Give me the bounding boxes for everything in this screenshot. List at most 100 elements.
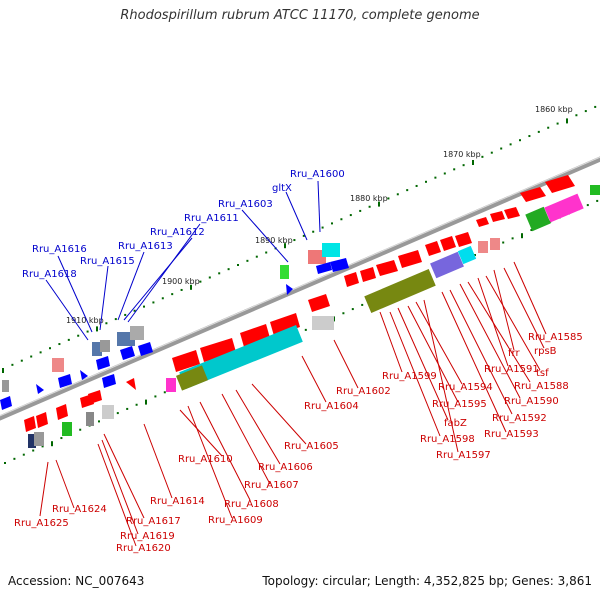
gene-label[interactable]: Rru_A1617: [126, 516, 181, 527]
gene-block[interactable]: [86, 412, 94, 426]
gene-band-olive-left[interactable]: [176, 365, 208, 391]
gene-arrow[interactable]: [504, 207, 520, 219]
gene-arrow[interactable]: [545, 175, 575, 193]
gene-arrow[interactable]: [56, 404, 68, 420]
gene-label[interactable]: Rru_A1594: [438, 382, 493, 393]
gene-band-cyan[interactable]: [457, 245, 477, 265]
gene-label[interactable]: Rru_A1585: [528, 332, 583, 343]
gene-label[interactable]: Rru_A1615: [80, 256, 135, 267]
gene-label[interactable]: Rru_A1609: [208, 515, 263, 526]
gene-label[interactable]: Rru_A1603: [218, 199, 273, 210]
gene-arrow[interactable]: [172, 350, 200, 372]
gene-arrow[interactable]: [490, 211, 505, 222]
gene-label[interactable]: Rru_A1593: [484, 429, 539, 440]
gene-arrow[interactable]: [376, 260, 398, 276]
gene-label[interactable]: Rru_A1608: [224, 499, 279, 510]
gene-arrow[interactable]: [398, 250, 422, 268]
gene-arrow-forward[interactable]: [0, 396, 12, 410]
gene-block[interactable]: [2, 380, 9, 392]
gene-arrow[interactable]: [200, 338, 236, 362]
gene-block[interactable]: [312, 316, 334, 330]
gene-arrow[interactable]: [308, 294, 330, 312]
gene-band-olive[interactable]: [364, 269, 436, 313]
gene-band-green[interactable]: [525, 206, 551, 232]
gene-arrow-forward[interactable]: [58, 374, 72, 388]
gene-label[interactable]: Rru_A1619: [120, 531, 175, 542]
scale-minor-tick: [161, 297, 164, 300]
gene-label[interactable]: Rru_A1606: [258, 462, 313, 473]
gene-label[interactable]: Rru_A1618: [22, 269, 77, 280]
gene-arrow[interactable]: [344, 272, 359, 287]
gene-label[interactable]: Rru_A1620: [116, 543, 171, 554]
gene-label[interactable]: Rru_A1597: [436, 450, 491, 461]
gene-arrow-forward[interactable]: [96, 356, 110, 370]
gene-label[interactable]: Rru_A1624: [52, 504, 107, 515]
gene-label[interactable]: Rru_A1614: [150, 496, 205, 507]
gene-label[interactable]: Rru_A1600: [290, 169, 345, 180]
gene-block[interactable]: [62, 422, 72, 436]
gene-label[interactable]: Rru_A1612: [150, 227, 205, 238]
gene-band-cyan-long[interactable]: [179, 325, 303, 389]
gene-block[interactable]: [308, 250, 326, 264]
gene-block[interactable]: [92, 342, 102, 356]
gene-arrow[interactable]: [440, 236, 456, 251]
gene-arrow-forward[interactable]: [330, 258, 349, 272]
gene-label[interactable]: Rru_A1592: [492, 413, 547, 424]
gene-label[interactable]: Rru_A1605: [284, 441, 339, 452]
gene-arrow[interactable]: [520, 187, 546, 202]
gene-arrow-forward[interactable]: [80, 370, 88, 380]
gene-label[interactable]: Rru_A1613: [118, 241, 173, 252]
gene-block[interactable]: [34, 432, 44, 446]
gene-arrow-forward[interactable]: [286, 284, 293, 295]
gene-label[interactable]: Rru_A1599: [382, 371, 437, 382]
gene-label[interactable]: Rru_A1607: [244, 480, 299, 491]
gene-label[interactable]: Rru_A1590: [504, 396, 559, 407]
gene-arrow-forward[interactable]: [120, 346, 135, 360]
gene-block[interactable]: [28, 434, 36, 448]
gene-arrow[interactable]: [270, 313, 300, 336]
gene-band-magenta[interactable]: [544, 193, 584, 223]
gene-block[interactable]: [130, 326, 144, 340]
gene-label[interactable]: tsf: [536, 368, 549, 379]
gene-arrow-forward[interactable]: [102, 374, 116, 388]
scale-minor-tick: [86, 330, 89, 333]
gene-label[interactable]: rpsB: [534, 346, 557, 357]
gene-block[interactable]: [590, 185, 600, 195]
gene-label[interactable]: Rru_A1616: [32, 244, 87, 255]
gene-arrow[interactable]: [36, 412, 48, 428]
gene-arrow[interactable]: [455, 232, 472, 247]
gene-label[interactable]: Rru_A1595: [432, 399, 487, 410]
gene-label[interactable]: frr: [508, 348, 520, 359]
gene-label[interactable]: fabZ: [444, 418, 467, 429]
gene-arrow[interactable]: [425, 241, 441, 256]
gene-arrow-forward[interactable]: [138, 342, 153, 356]
gene-label[interactable]: Rru_A1602: [336, 386, 391, 397]
gene-label[interactable]: Rru_A1591: [484, 364, 539, 375]
gene-block[interactable]: [166, 378, 176, 392]
gene-label[interactable]: Rru_A1588: [514, 381, 569, 392]
gene-block[interactable]: [100, 340, 110, 352]
gene-label[interactable]: Rru_A1611: [184, 213, 239, 224]
gene-arrow[interactable]: [24, 416, 36, 432]
gene-arrow[interactable]: [126, 378, 136, 390]
gene-arrow-forward[interactable]: [36, 384, 44, 394]
scale-minor-tick: [331, 222, 333, 225]
gene-block[interactable]: [322, 243, 340, 257]
gene-arrow-forward[interactable]: [316, 262, 332, 274]
gene-arrow[interactable]: [240, 324, 270, 347]
gene-label[interactable]: gltX: [272, 183, 292, 194]
gene-arrow[interactable]: [476, 217, 489, 227]
gene-block[interactable]: [52, 358, 64, 372]
gene-arrow[interactable]: [360, 267, 376, 282]
gene-label[interactable]: Rru_A1625: [14, 518, 69, 529]
gene-arrow[interactable]: [88, 390, 102, 404]
gene-block[interactable]: [280, 265, 289, 279]
gene-label[interactable]: Rru_A1598: [420, 434, 475, 445]
gene-block[interactable]: [490, 238, 500, 250]
gene-block[interactable]: [102, 405, 114, 419]
lower-minor-tick: [79, 428, 82, 431]
gene-label[interactable]: Rru_A1604: [304, 401, 359, 412]
gene-label[interactable]: Rru_A1610: [178, 454, 233, 465]
gene-band-purple[interactable]: [430, 251, 464, 279]
gene-block[interactable]: [478, 241, 488, 253]
